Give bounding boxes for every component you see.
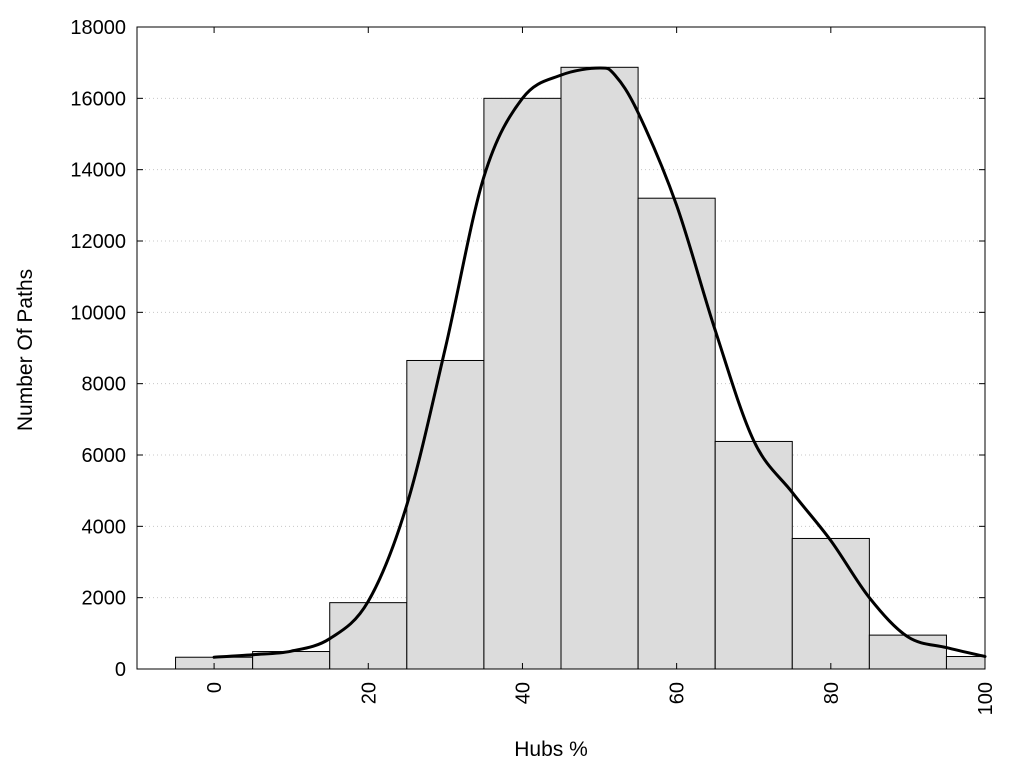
y-tick-label: 18000 [70, 17, 126, 39]
y-tick-label: 10000 [70, 302, 126, 324]
y-tick-label: 14000 [70, 160, 126, 182]
x-tick-label: 0 [204, 682, 226, 693]
y-tick-label: 2000 [82, 588, 127, 610]
x-tick-label: 20 [358, 682, 380, 704]
histogram-bar [791, 537, 870, 669]
y-tick-label: 8000 [82, 374, 127, 396]
y-tick-label: 12000 [70, 231, 126, 253]
plot-frame [136, 26, 986, 670]
histogram-bar [329, 602, 408, 669]
x-tick-label: 60 [667, 682, 689, 704]
histogram-bar [714, 440, 793, 669]
histogram-bar [868, 634, 947, 669]
histogram-bar [483, 97, 562, 669]
x-axis: 0 20 40 60 80 100 [204, 27, 997, 715]
x-tick-label: 100 [975, 682, 997, 715]
y-tick-label: 6000 [82, 445, 127, 467]
y-tick-label: 0 [115, 659, 126, 681]
x-tick-label: 80 [821, 682, 843, 704]
histogram-bar [406, 359, 485, 669]
y-axis-title: Number Of Paths [14, 269, 37, 431]
y-tick-label: 4000 [82, 516, 127, 538]
y-axis: 0 2000 4000 6000 8000 10000 12000 14000 16000 180… [70, 17, 985, 681]
x-tick-label: 40 [512, 682, 534, 704]
x-axis-title: Hubs % [514, 738, 588, 761]
histogram-bar [637, 197, 716, 669]
histogram-bars [175, 66, 985, 669]
y-tick-label: 16000 [70, 88, 126, 110]
smoothed-density-curve [212, 66, 987, 659]
histogram-bar [560, 66, 639, 669]
